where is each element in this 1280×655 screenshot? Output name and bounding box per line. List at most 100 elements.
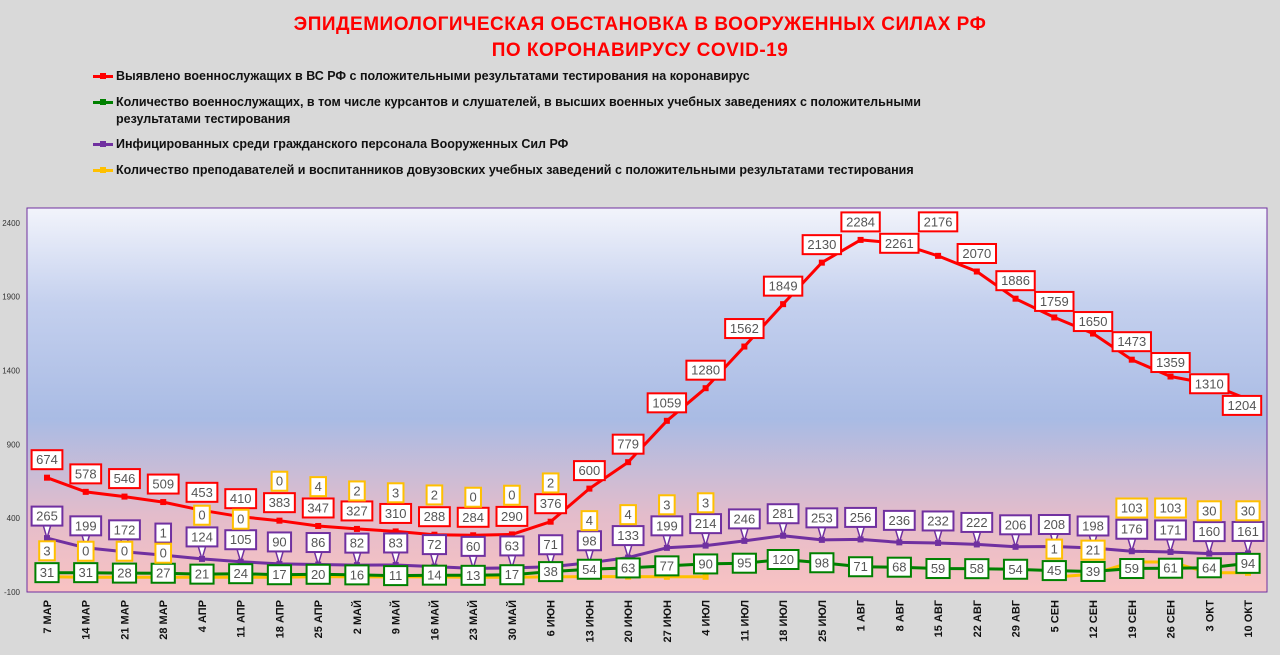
data-label: 236 [882, 509, 916, 546]
data-label: 21 [1080, 539, 1106, 561]
data-label-text: 71 [853, 559, 867, 574]
data-label: 160 [1192, 521, 1226, 557]
data-label-text: 4 [586, 513, 593, 528]
data-label-text: 1650 [1079, 314, 1108, 329]
data-label-text: 2176 [924, 214, 953, 229]
data-label: 284 [456, 506, 490, 528]
data-label: 59 [1119, 558, 1145, 580]
x-tick-label: 11 АПР [236, 600, 248, 638]
x-tick-label: 23 МАЙ [467, 600, 480, 640]
data-label: 4 [619, 504, 637, 526]
data-label-text: 3 [663, 497, 670, 512]
data-label-text: 0 [237, 512, 244, 527]
data-label: 28 [111, 562, 138, 584]
data-label-text: 0 [82, 544, 89, 559]
data-point [702, 573, 709, 580]
data-label-text: 246 [734, 511, 756, 526]
data-label: 83 [383, 532, 409, 568]
data-label-text: 103 [1121, 501, 1143, 516]
data-label-text: 21 [1086, 543, 1100, 558]
data-label: 206 [999, 514, 1032, 550]
data-label: 38 [538, 561, 564, 583]
x-tick-label: 18 АПР [274, 600, 286, 638]
data-label: 98 [576, 530, 602, 566]
data-label: 288 [418, 506, 451, 528]
data-label-text: 38 [543, 564, 557, 579]
data-label: 779 [611, 433, 645, 455]
data-label-text: 31 [79, 565, 93, 580]
data-label-text: 1359 [1156, 355, 1185, 370]
data-label-text: 63 [621, 560, 635, 575]
data-label-text: 60 [466, 539, 480, 554]
x-tick-label: 9 МАЙ [390, 600, 403, 634]
x-tick-label: 11 ИЮЛ [739, 600, 751, 641]
data-point [973, 268, 980, 275]
legend-item-purple: Инфицированных среди гражданского персон… [93, 136, 568, 153]
data-label-text: 376 [540, 496, 562, 511]
data-label: 199 [650, 515, 684, 551]
data-label: 2284 [840, 211, 881, 233]
data-label: 39 [1080, 560, 1106, 582]
data-label: 232 [921, 510, 955, 546]
data-point [702, 385, 709, 392]
data-label-text: 17 [272, 567, 286, 582]
data-label: 2070 [956, 243, 998, 265]
data-label-text: 16 [350, 567, 364, 582]
legend-marker-icon [93, 99, 113, 105]
data-point [818, 259, 825, 266]
x-tick-label: 13 ИЮН [584, 600, 596, 643]
data-label: 4 [309, 476, 327, 498]
data-label-text: 21 [195, 567, 209, 582]
data-label-text: 0 [160, 546, 167, 561]
data-label-text: 3 [702, 495, 709, 510]
data-label-text: 83 [388, 535, 402, 550]
data-point [353, 525, 360, 532]
x-tick-label: 6 ИЮН [546, 600, 558, 636]
x-tick-label: 14 МАР [81, 600, 93, 640]
chart-title: ЭПИДЕМИОЛОГИЧЕСКАЯ ОБСТАНОВКА В ВООРУЖЕН… [0, 12, 1280, 64]
legend-label: Инфицированных среди гражданского персон… [116, 137, 569, 151]
data-label: 72 [421, 534, 448, 570]
data-label: 24 [228, 563, 254, 585]
data-label-text: 176 [1121, 522, 1143, 537]
data-point [1090, 330, 1097, 337]
data-label-text: 198 [1082, 518, 1104, 533]
data-label: 31 [34, 562, 60, 584]
data-label: 310 [379, 502, 413, 524]
data-label-text: 509 [152, 477, 174, 492]
data-label: 17 [266, 564, 293, 586]
data-label-text: 90 [698, 556, 712, 571]
data-label: 1280 [685, 359, 726, 381]
x-tick-label: 29 АВГ [1011, 599, 1023, 637]
data-label-text: 27 [156, 566, 170, 581]
data-label: 161 [1231, 520, 1265, 557]
data-point [663, 417, 670, 424]
data-label-text: 2 [547, 475, 554, 490]
x-tick-label: 22 АВГ [972, 599, 984, 637]
data-label: 95 [731, 552, 757, 574]
data-label-text: 578 [75, 466, 97, 481]
data-label-text: 256 [850, 510, 872, 525]
data-label-text: 31 [40, 565, 54, 580]
data-label: 54 [1002, 558, 1029, 580]
chart-title-line-1: ЭПИДЕМИОЛОГИЧЕСКАЯ ОБСТАНОВКА В ВООРУЖЕН… [293, 14, 987, 35]
data-label-text: 90 [272, 534, 286, 549]
data-point [315, 522, 322, 529]
x-tick-label: 5 СЕН [1049, 600, 1061, 632]
data-label: 3 [38, 540, 56, 562]
data-label-text: 1562 [730, 321, 759, 336]
data-point [741, 343, 748, 350]
x-tick-label: 18 ИЮЛ [778, 600, 790, 642]
data-label-text: 4 [315, 479, 322, 494]
data-label-text: 4 [625, 507, 632, 522]
data-label-text: 1759 [1040, 294, 1069, 309]
data-point [82, 488, 89, 495]
data-label-text: 199 [75, 518, 97, 533]
data-label-text: 410 [230, 491, 252, 506]
data-label: 71 [538, 534, 564, 570]
data-label: 16 [344, 564, 370, 586]
data-label: 253 [805, 507, 839, 543]
data-label: 453 [185, 481, 219, 503]
data-point [586, 485, 593, 492]
data-label-text: 71 [543, 537, 557, 552]
